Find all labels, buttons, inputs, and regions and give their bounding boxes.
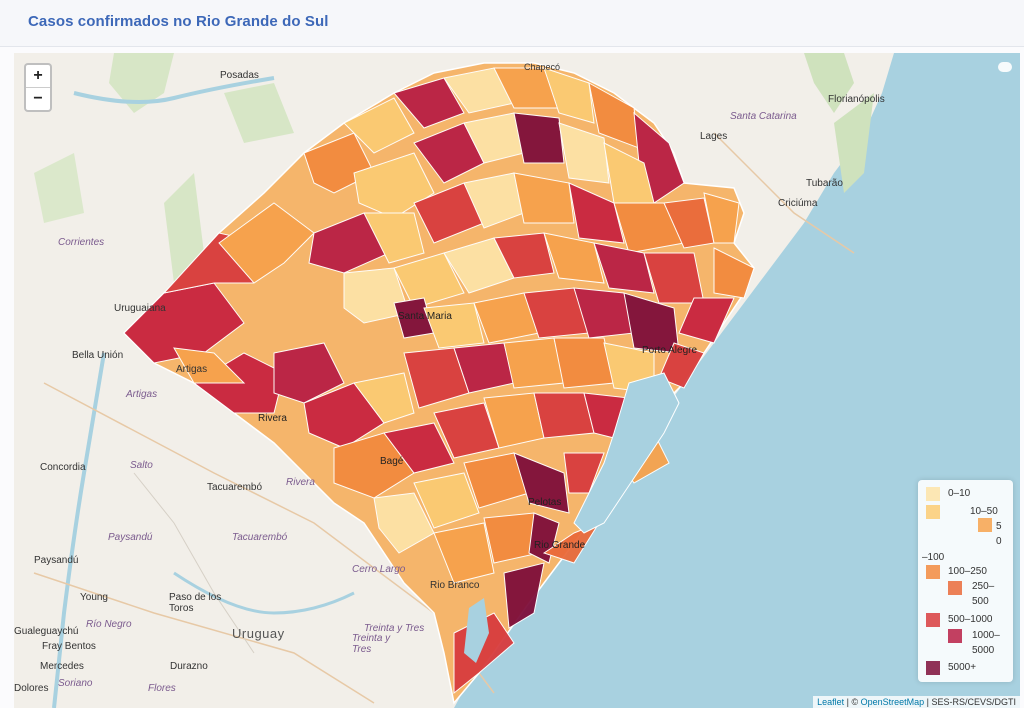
legend-swatch-2 <box>926 505 940 519</box>
legend-label-3c: –100 <box>922 552 945 563</box>
legend-label-3b: 0 <box>996 536 1002 547</box>
legend-label-5a: 250– <box>972 581 995 592</box>
legend-swatch-5 <box>948 581 962 595</box>
legend-swatch-6 <box>926 613 940 627</box>
country-label-uruguay: Uruguay <box>232 626 285 641</box>
city-label-tubarao: Tubarão <box>806 178 843 189</box>
legend-swatch-8 <box>926 661 940 675</box>
city-label-gualeguaychu: Gualeguaychú <box>14 626 79 637</box>
city-label-florianopolis: Florianópolis <box>828 94 885 105</box>
city-label-porto-alegre: Porto Alegre <box>642 345 698 356</box>
leaflet-link[interactable]: Leaflet <box>817 697 845 707</box>
panel-title: Casos confirmados no Rio Grande do Sul <box>28 13 329 30</box>
city-label-pelotas: Pelotas <box>528 497 562 508</box>
openstreetmap-link[interactable]: OpenStreetMap <box>860 697 925 707</box>
city-label-santa-maria: Santa Maria <box>398 311 452 322</box>
city-label-posadas: Posadas <box>220 70 259 81</box>
city-label-bella-union: Bella Unión <box>72 350 124 361</box>
city-label-rivera-map: Rivera <box>258 413 287 424</box>
region-label-cerro-largo: Cerro Largo <box>352 564 406 575</box>
legend-label-7b: 5000 <box>972 645 995 656</box>
attribution-source: | SES-RS/CEVS/DGTI <box>924 697 1016 707</box>
legend-label-1: 0–10 <box>948 488 971 499</box>
region-label-rio-negro: Río Negro <box>86 619 132 630</box>
lagoa-mirim <box>464 598 489 663</box>
legend-swatch-4 <box>926 565 940 579</box>
panel-header: Casos confirmados no Rio Grande do Sul <box>0 0 1024 47</box>
legend-swatch-1 <box>926 487 940 501</box>
legend-label-2: 10–50 <box>970 506 998 517</box>
legend-label-7a: 1000– <box>972 630 1000 641</box>
zoom-control: + − <box>24 63 52 112</box>
region-label-tacuarembo: Tacuarembó <box>232 532 288 543</box>
legend-label-6: 500–1000 <box>948 614 993 625</box>
city-label-young: Young <box>80 592 108 603</box>
region-label-artigas: Artigas <box>126 389 158 400</box>
region-label-treinta-y-tres: Treinta y Tres <box>364 623 425 634</box>
zoom-in-button[interactable]: + <box>33 67 43 84</box>
region-label-rivera: Rivera <box>286 477 315 488</box>
city-label-fray-bentos: Fray Bentos <box>42 641 96 652</box>
layer-toggle-icon[interactable] <box>998 62 1012 72</box>
lagoa-dos-patos <box>573 372 680 534</box>
city-label-rio-branco: Rio Branco <box>430 580 480 591</box>
legend-label-4: 100–250 <box>948 566 987 577</box>
map-attribution: Leaflet | © OpenStreetMap | SES-RS/CEVS/… <box>813 696 1020 708</box>
region-label-soriano: Soriano <box>58 678 93 689</box>
city-label-rio-grande: Rio Grande <box>534 540 586 551</box>
region-label-corrientes: Corrientes <box>58 237 105 248</box>
region-label-treinta-y-tres: Treinta y Tres <box>352 633 391 655</box>
city-label-artigas: Artigas <box>176 364 208 375</box>
city-label-uruguaiana: Uruguaiana <box>114 303 166 314</box>
city-label-bage: Bagé <box>380 456 404 467</box>
attribution-separator-1: | © <box>844 697 861 707</box>
legend-label-5b: 500 <box>972 596 989 607</box>
city-label-paso-de-los-toros: Paso de los Toros <box>169 592 222 614</box>
leaflet-map[interactable]: + − Posadas Chapecó Florianópolis Lages … <box>14 53 1020 708</box>
city-label-concordia: Concordia <box>40 462 86 473</box>
map-canvas[interactable] <box>14 53 1020 708</box>
city-label-dolores: Dolores <box>14 683 49 694</box>
legend-swatch-7 <box>948 629 962 643</box>
city-label-tacuarembo: Tacuarembó <box>207 482 263 493</box>
city-label-chapeco: Chapecó <box>524 62 561 72</box>
region-label-paysandu: Paysandú <box>108 532 153 543</box>
legend-label-8: 5000+ <box>948 662 977 673</box>
city-label-durazno: Durazno <box>170 661 208 672</box>
legend-swatch-3 <box>978 518 992 532</box>
city-label-mercedes: Mercedes <box>40 661 84 672</box>
map-legend: 0–10 10–50 5 0 –100 100–250 250– 500 500… <box>918 480 1013 682</box>
city-label-criciuma: Criciúma <box>778 198 818 209</box>
region-label-santa-catarina: Santa Catarina <box>730 111 797 122</box>
city-label-lages: Lages <box>700 131 728 142</box>
legend-label-3a: 5 <box>996 521 1002 532</box>
zoom-out-button[interactable]: − <box>26 87 50 110</box>
region-label-flores: Flores <box>148 683 176 694</box>
city-label-paysandu: Paysandú <box>34 555 79 566</box>
region-label-salto: Salto <box>130 460 153 471</box>
